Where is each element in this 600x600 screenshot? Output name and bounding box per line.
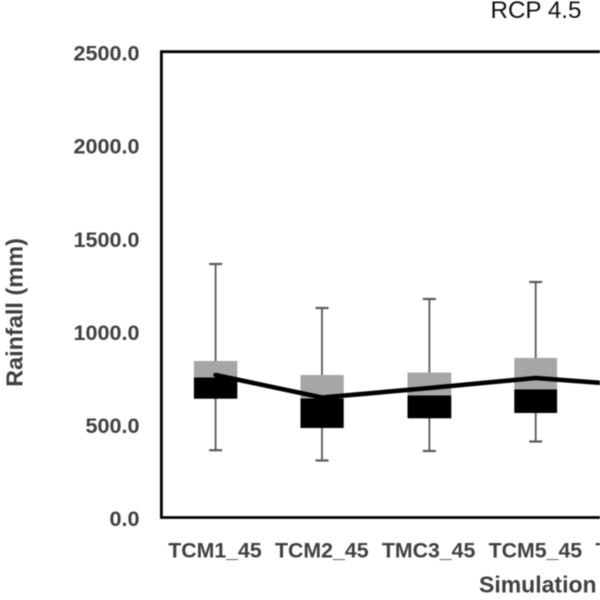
svg-text:1500.0: 1500.0 bbox=[73, 227, 139, 252]
svg-text:TCM6_45: TCM6_45 bbox=[595, 538, 600, 562]
svg-text:TCM2_45: TCM2_45 bbox=[275, 538, 369, 562]
svg-text:TMC3_45: TMC3_45 bbox=[382, 538, 476, 562]
svg-text:500.0: 500.0 bbox=[85, 413, 139, 438]
svg-text:2000.0: 2000.0 bbox=[73, 134, 139, 159]
svg-text:Rainfall (mm): Rainfall (mm) bbox=[2, 238, 28, 387]
svg-text:2500.0: 2500.0 bbox=[73, 41, 139, 66]
svg-text:1000.0: 1000.0 bbox=[73, 320, 139, 345]
svg-text:Simulation: Simulation bbox=[479, 572, 597, 598]
svg-text:RCP 4.5: RCP 4.5 bbox=[491, 0, 582, 24]
svg-text:TCM5_45: TCM5_45 bbox=[489, 538, 583, 562]
svg-text:TCM1_45: TCM1_45 bbox=[168, 538, 262, 562]
svg-text:0.0: 0.0 bbox=[109, 506, 139, 531]
